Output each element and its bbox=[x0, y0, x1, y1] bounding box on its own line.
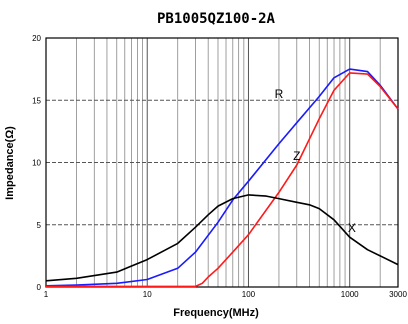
y-tick-label: 0 bbox=[37, 283, 42, 292]
y-tick-labels: 0 5 10 15 20 bbox=[32, 34, 41, 292]
y-axis-title: Impedance(Ω) bbox=[4, 126, 16, 200]
y-tick-label: 10 bbox=[32, 159, 41, 168]
x-axis-title: Frequency(MHz) bbox=[173, 307, 259, 319]
x-tick-label: 3000 bbox=[389, 290, 407, 299]
series-label-z: Z bbox=[293, 149, 300, 163]
x-tick-label: 100 bbox=[242, 290, 256, 299]
series-label-x: X bbox=[348, 221, 356, 235]
chart-title: PB1005QZ100-2A bbox=[157, 11, 276, 27]
series-label-r: R bbox=[275, 87, 284, 101]
y-tick-label: 20 bbox=[32, 34, 41, 43]
y-tick-label: 5 bbox=[37, 221, 42, 230]
x-tick-labels: 1 10 100 1000 3000 bbox=[44, 290, 408, 299]
x-tick-label: 10 bbox=[143, 290, 152, 299]
y-tick-label: 15 bbox=[32, 96, 41, 105]
x-tick-label: 1 bbox=[44, 290, 49, 299]
x-tick-label: 1000 bbox=[341, 290, 359, 299]
